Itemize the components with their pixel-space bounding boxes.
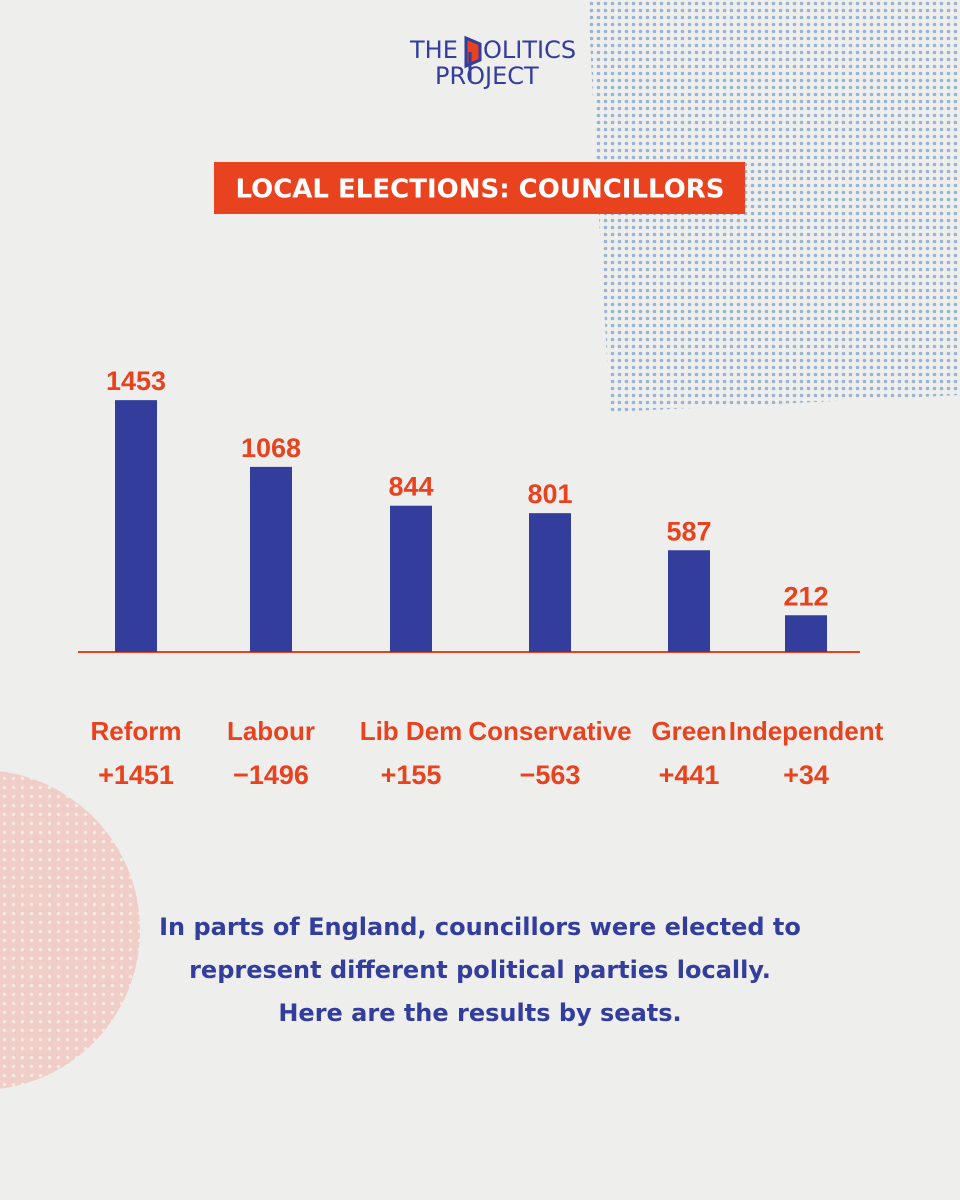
- logo-text: OLITICS: [483, 36, 576, 64]
- category-label: Lib Dem: [360, 716, 463, 746]
- pink-texture: [0, 771, 140, 1089]
- blue-texture: [588, 0, 960, 412]
- bar: [250, 466, 292, 652]
- footer-text: In parts of England, councillors were el…: [159, 913, 801, 941]
- logo-text: THE: [409, 36, 458, 64]
- bar: [115, 400, 157, 652]
- bar: [529, 513, 571, 652]
- bar: [668, 550, 710, 652]
- value-label: 1453: [106, 366, 166, 396]
- logo: THE OLITICS PROJECT: [409, 35, 576, 90]
- category-label: Labour: [227, 716, 315, 746]
- chart-title: LOCAL ELECTIONS: COUNCILLORS: [235, 175, 724, 205]
- value-label: 587: [666, 516, 711, 546]
- footer-text: represent different political parties lo…: [189, 956, 771, 984]
- bar: [785, 615, 827, 652]
- category-label: Green: [651, 716, 726, 746]
- change-label: +441: [659, 760, 720, 790]
- logo-megaphone: [464, 35, 482, 80]
- bar: [390, 505, 432, 652]
- category-label: Conservative: [468, 716, 631, 746]
- change-label: +34: [783, 760, 829, 790]
- value-label: 801: [527, 479, 572, 509]
- category-label: Independent: [729, 716, 884, 746]
- change-label: −1496: [233, 760, 309, 790]
- category-label: Reform: [90, 716, 181, 746]
- change-label: −563: [520, 760, 581, 790]
- value-label: 844: [388, 472, 433, 502]
- logo-text: PROJECT: [435, 62, 539, 90]
- footer-text: Here are the results by seats.: [278, 999, 681, 1027]
- title-box: [214, 162, 745, 214]
- change-label: +1451: [98, 760, 174, 790]
- value-label: 1068: [241, 433, 301, 463]
- value-label: 212: [783, 581, 828, 611]
- change-label: +155: [381, 760, 442, 790]
